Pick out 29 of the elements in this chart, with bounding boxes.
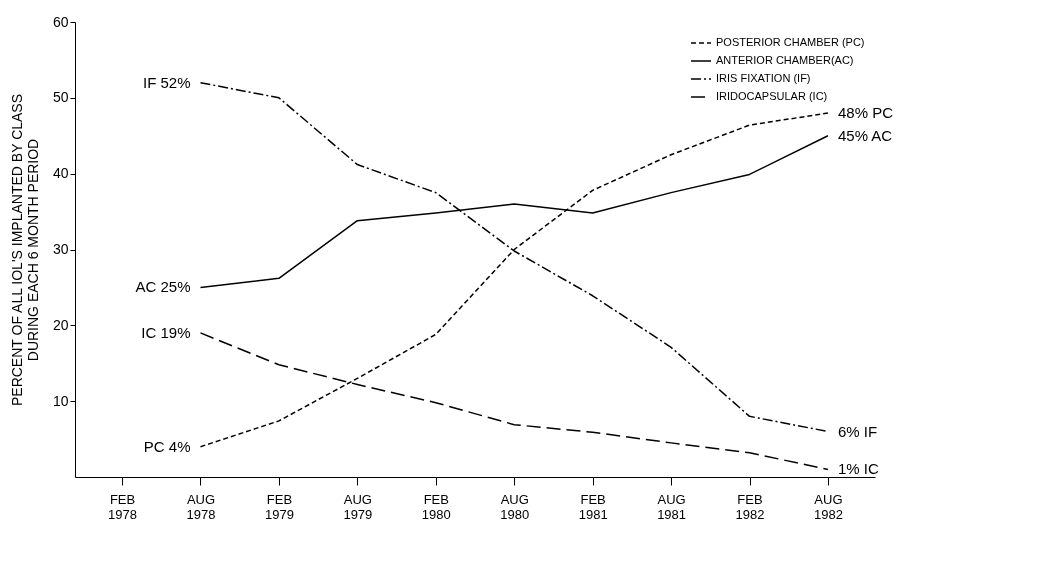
y-tick-label: 10 bbox=[52, 392, 69, 409]
x-tick-label: AUG 1979 bbox=[343, 491, 373, 522]
x-tick-label: AUG 1980 bbox=[500, 491, 530, 522]
annotation: 1% IC bbox=[837, 460, 879, 478]
annotation: AC 25% bbox=[135, 278, 191, 296]
y-tick-label: 30 bbox=[52, 241, 69, 257]
legend-label: IRIS FIXATION (IF) bbox=[716, 72, 811, 84]
y-tick-label: 20 bbox=[52, 316, 69, 333]
legend-label: IRIDOCAPSULAR (IC) bbox=[716, 90, 828, 102]
annotation: 45% AC bbox=[837, 126, 893, 144]
y-tick-label: 60 bbox=[52, 13, 69, 30]
x-tick-label: FEB 1979 bbox=[264, 491, 294, 522]
x-tick-label: FEB 1980 bbox=[421, 491, 451, 522]
y-tick-label: 50 bbox=[52, 89, 69, 106]
annotation: PC 4% bbox=[143, 437, 191, 455]
annotation: IC 19% bbox=[141, 323, 191, 341]
x-tick-label: FEB 1982 bbox=[735, 491, 765, 522]
x-tick-label: AUG 1981 bbox=[657, 491, 687, 522]
x-tick-label: FEB 1981 bbox=[578, 491, 608, 522]
legend-label: POSTERIOR CHAMBER (PC) bbox=[716, 36, 865, 48]
annotation: 48% PC bbox=[837, 104, 894, 121]
y-axis-title: PERCENT OF ALL IOL'S IMPLANTED BY CLASS DURING EACH 6 MONTH PERIOD bbox=[8, 93, 41, 407]
legend-label: ANTERIOR CHAMBER(AC) bbox=[716, 54, 854, 66]
x-tick-label: AUG 1982 bbox=[813, 491, 843, 522]
annotation: IF 52% bbox=[142, 73, 191, 91]
annotation: 6% IF bbox=[837, 422, 878, 440]
x-tick-label: AUG 1978 bbox=[186, 491, 216, 522]
x-tick-label: FEB 1978 bbox=[108, 491, 138, 522]
y-tick-label: 40 bbox=[52, 165, 69, 182]
